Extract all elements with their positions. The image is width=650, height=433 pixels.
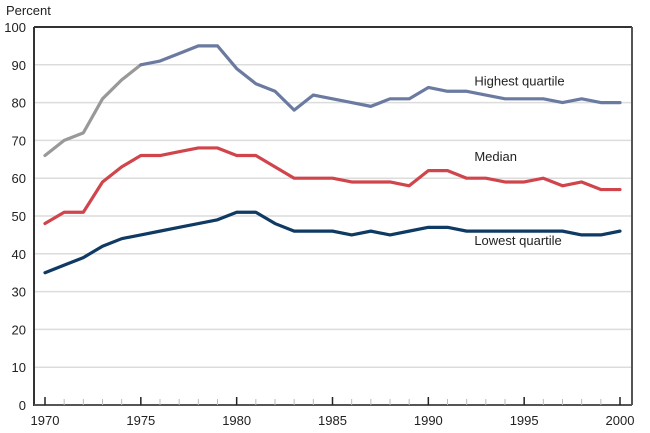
gridlines	[34, 64, 632, 368]
series-line-median	[43, 146, 622, 226]
x-tick-label: 1970	[31, 413, 60, 428]
y-tick-label: 100	[4, 20, 26, 35]
y-axis-label: Percent	[6, 3, 51, 18]
x-tick-label: 1980	[222, 413, 251, 428]
series-label-lowest-quartile: Lowest quartile	[474, 233, 561, 248]
series-lines	[43, 44, 622, 275]
y-tick-label: 30	[12, 285, 26, 300]
series-line-highest-quartile-early	[43, 63, 143, 158]
y-tick-label: 70	[12, 133, 26, 148]
x-tick-label: 1975	[126, 413, 155, 428]
y-tick-label: 50	[12, 209, 26, 224]
y-tick-label: 60	[12, 171, 26, 186]
y-tick-label: 20	[12, 322, 26, 337]
x-tick-label: 1995	[510, 413, 539, 428]
x-tick-label: 1990	[414, 413, 443, 428]
y-tick-label: 40	[12, 247, 26, 262]
y-tick-label: 0	[19, 398, 26, 413]
y-tick-label: 90	[12, 58, 26, 73]
series-line-lowest-quartile	[43, 210, 622, 275]
series-line-highest-quartile	[139, 44, 622, 112]
x-tick-label: 1985	[318, 413, 347, 428]
series-label-highest-quartile: Highest quartile	[474, 74, 564, 89]
y-tick-label: 80	[12, 96, 26, 111]
x-tick-label: 2000	[606, 413, 635, 428]
x-tick-labels: 1970 1975 1980 1985 1990 1995 2000	[31, 413, 635, 428]
series-labels: Highest quartile Median Lowest quartile	[474, 74, 564, 249]
axes	[33, 26, 633, 406]
series-label-median: Median	[474, 149, 517, 164]
y-tick-labels: 0 10 20 30 40 50 60 70 80 90 100	[4, 20, 26, 413]
y-tick-label: 10	[12, 360, 26, 375]
